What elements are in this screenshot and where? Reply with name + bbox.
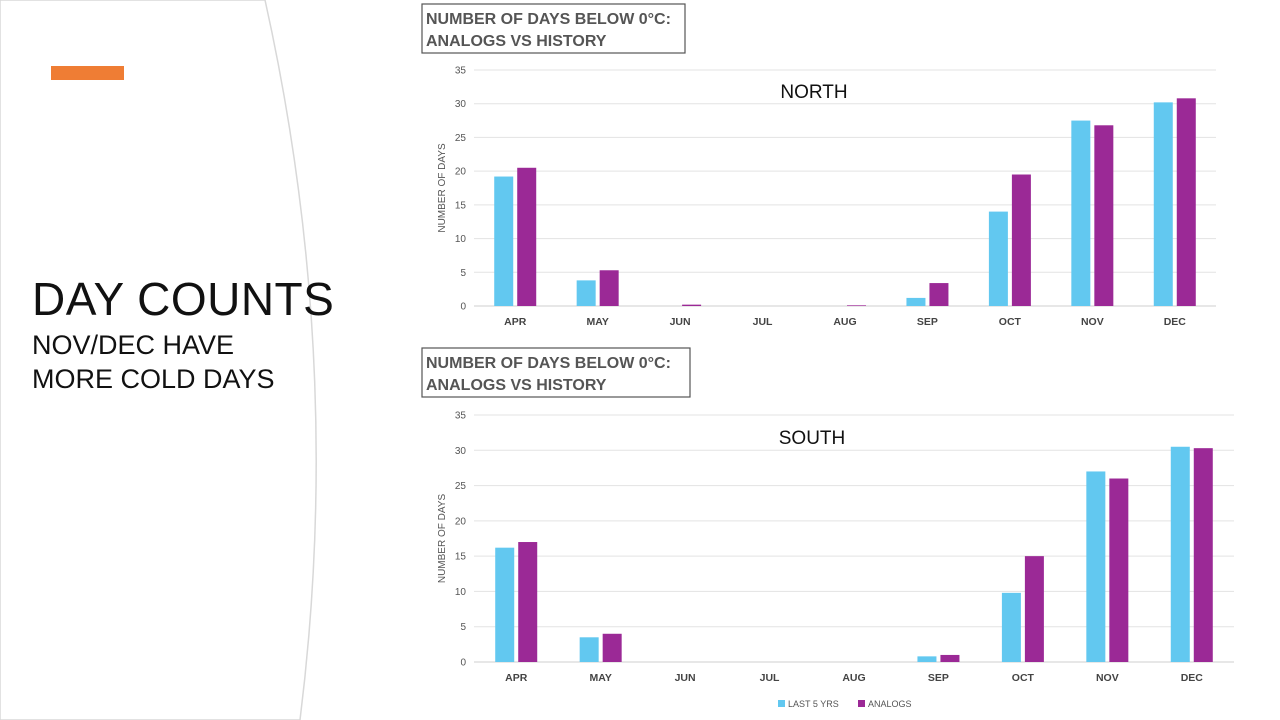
north-bar-dec-analogs <box>1176 98 1196 306</box>
south-legend-swatch-analogs <box>858 700 865 707</box>
south-bar-dec-analogs <box>1193 448 1213 662</box>
north-x-tick-label: AUG <box>833 316 856 328</box>
south-bar-sep-last5 <box>917 656 937 662</box>
north-y-tick-label: 35 <box>455 66 467 77</box>
south-y-tick-label: 25 <box>455 481 467 492</box>
south-legend-label-analogs: ANALOGS <box>868 699 912 709</box>
south-bar-apr-last5 <box>495 547 515 662</box>
north-x-tick-label: DEC <box>1164 316 1187 328</box>
south-y-tick-label: 35 <box>455 411 467 422</box>
south-bar-oct-analogs <box>1024 556 1044 662</box>
north-bar-sep-last5 <box>906 297 926 306</box>
south-bar-nov-analogs <box>1109 478 1129 662</box>
north-y-tick-label: 10 <box>455 234 467 245</box>
south-x-tick-label: MAY <box>589 672 611 684</box>
north-bar-oct-analogs <box>1011 174 1031 306</box>
north-bar-nov-last5 <box>1071 120 1091 306</box>
north-title-line-1: NUMBER OF DAYS BELOW 0°C: <box>426 11 671 28</box>
north-bar-apr-analogs <box>517 167 537 306</box>
north-x-tick-label: JUL <box>753 316 773 328</box>
south-y-tick-label: 20 <box>455 516 467 527</box>
north-x-tick-label: OCT <box>999 316 1022 328</box>
north-x-tick-label: MAY <box>586 316 608 328</box>
north-bar-sep-analogs <box>929 283 949 306</box>
south-title-box: NUMBER OF DAYS BELOW 0°C: ANALOGS VS HIST… <box>421 347 691 398</box>
accent-bar <box>51 66 124 80</box>
south-bar-may-last5 <box>579 637 599 662</box>
south-bar-may-analogs <box>602 633 622 662</box>
north-bar-jun-analogs <box>682 304 702 306</box>
slide-subtitle: NOV/DEC HAVE MORE COLD DAYS <box>32 328 312 396</box>
north-y-tick-label: 25 <box>455 133 467 144</box>
south-chart: NUMBER OF DAYS BELOW 0°C: ANALOGS VS HIST… <box>421 347 1234 709</box>
south-y-tick-label: 0 <box>460 658 466 669</box>
south-x-tick-label: DEC <box>1181 672 1204 684</box>
north-bar-apr-last5 <box>494 176 514 306</box>
north-title-box: NUMBER OF DAYS BELOW 0°C: ANALOGS VS HIST… <box>421 3 686 54</box>
north-y-axis-label: NUMBER OF DAYS <box>437 143 448 233</box>
north-x-tick-label: JUN <box>670 316 691 328</box>
south-bar-sep-analogs <box>940 654 960 662</box>
north-bar-aug-analogs <box>847 305 866 306</box>
north-x-tick-label: NOV <box>1081 316 1104 328</box>
south-x-tick-label: SEP <box>928 672 949 684</box>
south-region-label: SOUTH <box>779 428 846 449</box>
south-legend-label-last5: LAST 5 YRS <box>788 699 839 709</box>
south-x-tick-label: JUL <box>760 672 780 684</box>
south-legend-swatch-last5 <box>778 700 785 707</box>
north-bar-nov-analogs <box>1094 125 1114 306</box>
south-bar-dec-last5 <box>1170 446 1190 662</box>
north-region-label: NORTH <box>780 82 847 103</box>
south-y-axis-label: NUMBER OF DAYS <box>437 494 448 584</box>
south-y-tick-label: 10 <box>455 587 467 598</box>
south-legend: LAST 5 YRS ANALOGS <box>778 699 912 709</box>
north-y-tick-label: 5 <box>460 268 466 279</box>
south-x-tick-label: OCT <box>1012 672 1035 684</box>
north-y-tick-label: 20 <box>455 167 467 178</box>
south-y-tick-label: 5 <box>460 622 466 633</box>
south-title-line-2: ANALOGS VS HISTORY <box>426 377 607 394</box>
south-bar-oct-last5 <box>1001 592 1021 662</box>
north-chart: NUMBER OF DAYS BELOW 0°C: ANALOGS VS HIST… <box>421 3 1216 328</box>
north-bar-dec-last5 <box>1153 102 1173 306</box>
north-y-tick-label: 30 <box>455 99 467 110</box>
south-x-tick-label: AUG <box>842 672 865 684</box>
north-bar-may-last5 <box>576 280 596 306</box>
north-title-line-2: ANALOGS VS HISTORY <box>426 33 607 50</box>
slide-title: DAY COUNTS <box>32 273 335 325</box>
north-bar-oct-last5 <box>988 211 1008 306</box>
south-x-tick-label: NOV <box>1096 672 1119 684</box>
south-title-line-1: NUMBER OF DAYS BELOW 0°C: <box>426 355 671 372</box>
north-x-tick-label: SEP <box>917 316 938 328</box>
south-y-tick-label: 30 <box>455 446 467 457</box>
south-title-border <box>421 347 691 398</box>
north-bar-may-analogs <box>599 270 619 306</box>
south-x-tick-label: APR <box>505 672 528 684</box>
south-x-tick-label: JUN <box>675 672 696 684</box>
north-y-tick-label: 15 <box>455 200 467 211</box>
subtitle-line-2: MORE COLD DAYS <box>32 364 275 394</box>
south-bar-apr-analogs <box>518 542 538 662</box>
north-x-tick-label: APR <box>504 316 527 328</box>
north-y-tick-label: 0 <box>460 302 466 313</box>
subtitle-line-1: NOV/DEC HAVE <box>32 330 235 360</box>
south-bar-nov-last5 <box>1086 471 1106 662</box>
north-title-border <box>421 3 686 54</box>
south-y-tick-label: 15 <box>455 552 467 563</box>
